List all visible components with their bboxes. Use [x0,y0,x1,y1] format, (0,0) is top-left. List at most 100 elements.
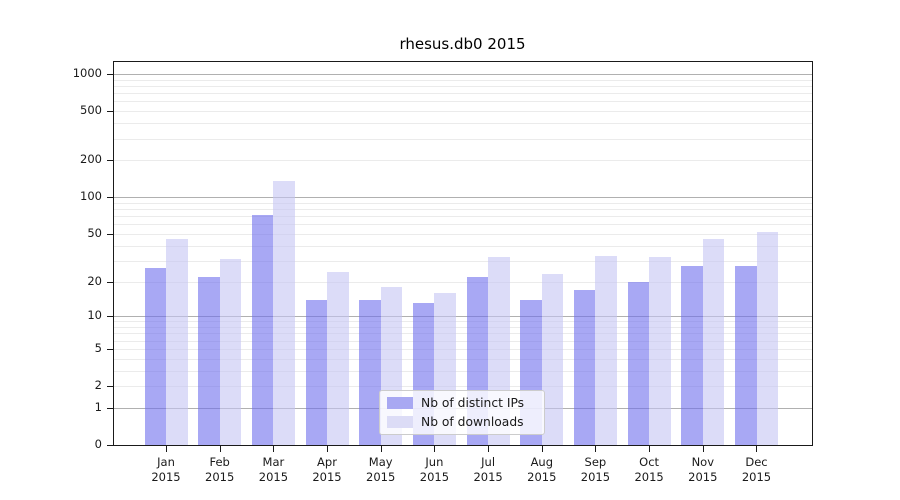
grid-line-major [114,197,812,199]
grid-line-minor [114,86,812,87]
bar-distinct-ips [251,214,274,445]
x-tick-year: 2015 [473,470,503,484]
x-tick-label: Dec 2015 [725,455,789,485]
y-tick-label: 10 [87,308,102,323]
legend-row-distinct-ips: Nb of distinct IPs [387,396,536,410]
x-tick-year: 2015 [151,470,181,484]
grid-line-major [114,74,812,75]
x-tick-year: 2015 [366,470,396,484]
grid-line-minor [114,260,812,262]
x-tick-year: 2015 [205,470,235,484]
grid-line-minor [114,101,812,103]
x-tick-year: 2015 [580,470,611,484]
bar-distinct-ips [627,281,650,445]
y-tick-mark [107,316,113,317]
bar-downloads [166,239,188,445]
bar-distinct-ips [573,289,596,445]
grid-line-minor [114,111,812,113]
x-tick-mark [542,446,543,452]
y-tick-label: 100 [80,189,102,204]
x-tick-mark [220,446,221,452]
x-tick-label: Apr 2015 [295,455,359,485]
grid-line-minor [114,327,812,328]
x-tick-label: Sep 2015 [563,455,627,485]
x-tick-label: Feb 2015 [188,455,252,485]
x-tick-year: 2015 [741,470,772,484]
bar-downloads [541,274,564,445]
x-tick-label: May 2015 [349,455,413,485]
x-tick-mark [703,446,704,452]
chart-title: rhesus.db0 2015 [399,35,526,53]
grid-line-minor [114,79,812,81]
x-tick-label: Jul 2015 [456,455,520,485]
x-tick-year: 2015 [312,470,342,484]
legend-swatch-downloads [387,416,413,428]
bar-distinct-ips [144,268,166,445]
x-tick-mark [327,446,328,452]
y-tick-label: 500 [80,103,102,118]
y-tick-label: 5 [94,340,102,355]
bar-downloads [273,181,295,445]
plot-area [113,61,813,446]
y-tick-label: 20 [87,273,102,288]
x-tick-label: Jun 2015 [402,455,466,485]
x-tick-mark [434,446,435,452]
grid-line-minor [114,333,812,335]
bar-downloads [327,272,349,445]
grid-line-minor [114,202,812,204]
y-tick-mark [107,197,113,198]
y-tick-mark [107,234,113,235]
grid-line-minor [114,233,812,235]
x-tick-year: 2015 [258,470,289,484]
x-tick-label: Jan 2015 [134,455,198,485]
grid-line-minor [114,370,812,372]
x-tick-label: Mar 2015 [241,455,305,485]
y-tick-label: 200 [80,152,102,167]
y-tick-mark [107,111,113,112]
bar-distinct-ips [305,299,327,445]
y-tick-label: 0 [94,437,102,451]
bar-downloads [756,231,778,445]
y-tick-mark [107,349,113,350]
x-tick-mark [756,446,757,452]
grid-line-minor [114,138,812,140]
legend-swatch-distinct-ips [387,397,413,409]
x-tick-mark [381,446,382,452]
grid-line-minor [114,160,812,162]
grid-line-major [114,316,812,318]
y-tick-mark [107,282,113,283]
y-tick-mark [107,74,113,75]
grid-line-minor [114,348,812,350]
bar-downloads [595,255,617,445]
y-tick-mark [107,445,113,446]
y-tick-label: 2 [94,378,102,392]
x-tick-year: 2015 [419,470,450,484]
x-tick-mark [595,446,596,452]
y-tick-mark [107,160,113,161]
grid-line-minor [114,123,812,125]
bar-downloads [702,239,725,445]
y-tick-mark [107,408,113,409]
x-tick-label: Aug 2015 [510,455,574,485]
grid-line-minor [114,358,812,360]
grid-line-minor [114,386,812,387]
grid-line-minor [114,93,812,95]
legend: Nb of distinct IPs Nb of downloads [379,390,545,435]
x-tick-mark [273,446,274,452]
grid-line-minor [114,321,812,323]
x-tick-year: 2015 [527,470,557,484]
x-tick-year: 2015 [688,470,718,484]
legend-label-downloads: Nb of downloads [421,415,524,429]
x-tick-year: 2015 [634,470,664,484]
grid-line-minor [114,209,812,210]
legend-label-distinct-ips: Nb of distinct IPs [421,396,525,410]
y-tick-label: 1000 [72,66,102,80]
grid-line-minor [114,340,812,342]
y-tick-mark [107,386,113,387]
x-tick-mark [649,446,650,452]
bar-distinct-ips [735,266,757,445]
x-tick-label: Oct 2015 [617,455,681,485]
x-tick-mark [166,446,167,452]
y-tick-label: 50 [87,225,102,240]
